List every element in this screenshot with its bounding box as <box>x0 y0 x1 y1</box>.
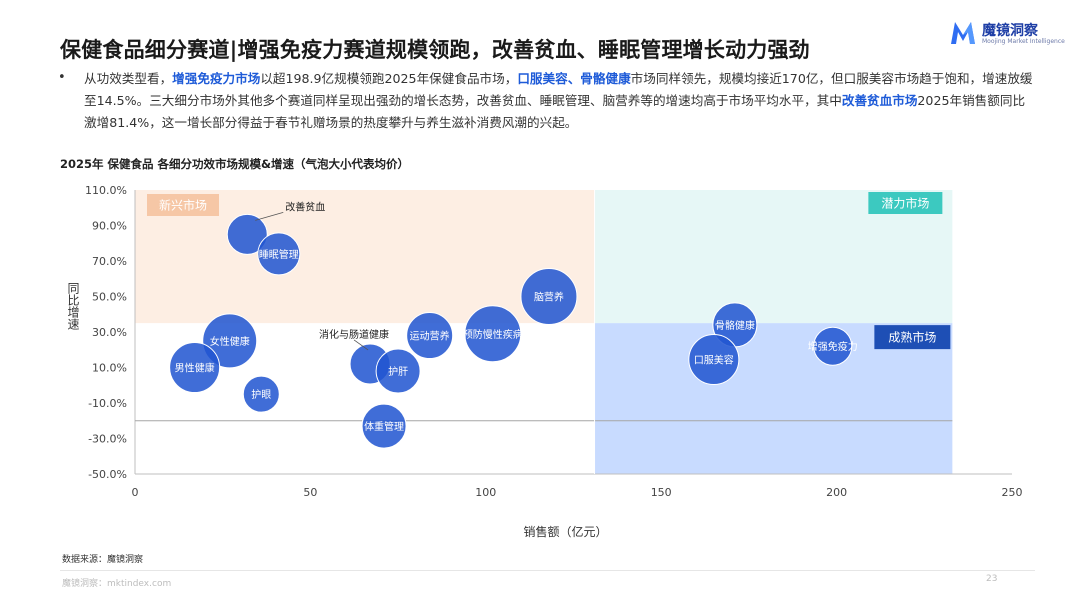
para-highlight-anemia: 改善贫血市场 <box>841 93 918 108</box>
para-text-2: 以超198.9亿规模领跑2025年保健食品市场， <box>260 71 518 86</box>
chart-title: 2025年 保健食品 各细分功效市场规模&增速（气泡大小代表均价） <box>60 157 410 171</box>
bubble <box>242 375 280 413</box>
y-tick-label: 30.0% <box>92 326 127 339</box>
para-highlight-beauty-bone: 口服美容、骨骼健康 <box>517 71 631 86</box>
bubble <box>688 334 740 386</box>
x-tick-label: 50 <box>303 486 317 499</box>
x-tick-label: 200 <box>826 486 847 499</box>
bubble-label: 预防慢性疾病 <box>463 328 523 341</box>
bubble-label: 改善贫血 <box>285 200 325 213</box>
footer-text: 魔镜洞察：mktindex.com <box>62 579 172 589</box>
quadrant-tag-label: 新兴市场 <box>159 198 207 213</box>
logo-subtitle: Moojing Market Intelligence <box>982 38 1065 45</box>
x-tick-label: 250 <box>1002 486 1023 499</box>
bubble-label: 护眼 <box>251 388 271 401</box>
x-tick-label: 100 <box>475 486 496 499</box>
bubble-label: 体重管理 <box>364 420 404 433</box>
quadrant-tag-bg-2 <box>874 325 951 350</box>
x-axis-title: 销售额（亿元） <box>523 524 607 539</box>
logo-name: 魔镜洞察 <box>982 23 1038 39</box>
summary-paragraph: 从功效类型看，增强免疫力市场以超198.9亿规模领跑2025年保健食品市场，口服… <box>84 68 1034 134</box>
quadrant-tag-bg-1 <box>868 192 943 214</box>
bubble <box>226 213 268 255</box>
quadrant-tag-label: 潜力市场 <box>881 196 929 211</box>
bubble <box>375 348 421 394</box>
y-tick-label: 70.0% <box>92 255 127 268</box>
x-tick-label: 0 <box>132 486 139 499</box>
bubble <box>169 342 221 393</box>
y-tick-label: -10.0% <box>88 397 127 410</box>
bubble-label: 骨骼健康 <box>715 319 755 332</box>
bubble <box>520 268 578 325</box>
page-number: 23 <box>986 574 998 584</box>
x-tick-label: 150 <box>651 486 672 499</box>
bubble-label: 男性健康 <box>175 362 215 375</box>
page-title: 保健食品细分赛道|增强免疫力赛道规模领跑，改善贫血、睡眠管理增长动力强劲 <box>60 38 810 62</box>
bullet-marker: • <box>58 70 66 85</box>
para-highlight-immunity: 增强免疫力市场 <box>172 71 261 86</box>
bubble <box>464 305 522 363</box>
y-tick-label: -30.0% <box>88 433 127 446</box>
para-text-3: 市场同样领先，规模均接近170亿，但口服美容市场趋于饱和，增速放缓至14.5%。… <box>84 71 1033 108</box>
bubble <box>813 326 853 366</box>
quadrant-tag-bg-0 <box>147 194 219 216</box>
y-tick-label: 50.0% <box>92 291 127 304</box>
leader-line <box>255 211 284 221</box>
para-text-1: 从功效类型看， <box>84 71 173 86</box>
bubble-label: 女性健康 <box>210 335 250 348</box>
logo-m-icon <box>951 22 975 44</box>
y-axis-title: 同比增速 <box>66 282 80 330</box>
y-tick-label: 90.0% <box>92 220 127 233</box>
data-source: 数据来源：魔镜洞察 <box>62 555 144 565</box>
y-tick-label: 10.0% <box>92 362 127 375</box>
quadrant-tag-label: 成熟市场 <box>888 330 936 345</box>
bubble-label: 运动营养 <box>410 330 450 343</box>
bubble-label: 口服美容 <box>694 354 734 367</box>
bubble-label: 脑营养 <box>534 291 564 304</box>
bubble-label: 护肝 <box>388 365 408 378</box>
para-text-4: 2025年销售额同比激增81.4%，这一增长部分得益于春节礼赠场景的热度攀升与养… <box>84 93 1026 130</box>
footer-divider <box>60 570 1035 571</box>
bubble-label: 增强免疫力 <box>808 340 858 353</box>
bubble <box>361 403 407 449</box>
bubble-label: 消化与肠道健康 <box>319 328 389 341</box>
y-tick-label: -50.0% <box>88 468 127 481</box>
brand-logo: 魔镜洞察 Moojing Market Intelligence <box>948 18 1068 50</box>
y-tick-label: 110.0% <box>85 184 127 197</box>
bubble <box>257 232 301 276</box>
leader-line <box>353 339 369 351</box>
bubble <box>406 312 454 360</box>
bubble-label: 睡眠管理 <box>259 248 299 261</box>
